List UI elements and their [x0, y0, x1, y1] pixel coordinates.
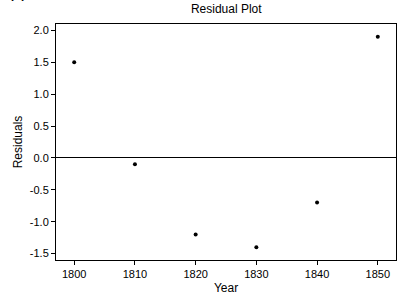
svg-text:1.5: 1.5: [34, 56, 49, 68]
svg-text:1850: 1850: [366, 268, 390, 280]
svg-text:Year: Year: [214, 281, 238, 295]
svg-text:-1.5: -1.5: [30, 247, 49, 259]
svg-text:-1.0: -1.0: [30, 216, 49, 228]
svg-text:-0.5: -0.5: [30, 184, 49, 196]
svg-text:Residual Plot: Residual Plot: [191, 2, 262, 16]
svg-text:0.5: 0.5: [34, 120, 49, 132]
svg-text:1820: 1820: [183, 268, 207, 280]
svg-text:1810: 1810: [123, 268, 147, 280]
svg-text:1800: 1800: [62, 268, 86, 280]
svg-text:2.0: 2.0: [34, 24, 49, 36]
svg-text:1.0: 1.0: [34, 88, 49, 100]
svg-text:(B): (B): [10, 0, 26, 1]
svg-text:1830: 1830: [244, 268, 268, 280]
svg-text:1840: 1840: [305, 268, 329, 280]
svg-text:0.0: 0.0: [34, 152, 49, 164]
svg-text:Residuals: Residuals: [11, 116, 25, 169]
